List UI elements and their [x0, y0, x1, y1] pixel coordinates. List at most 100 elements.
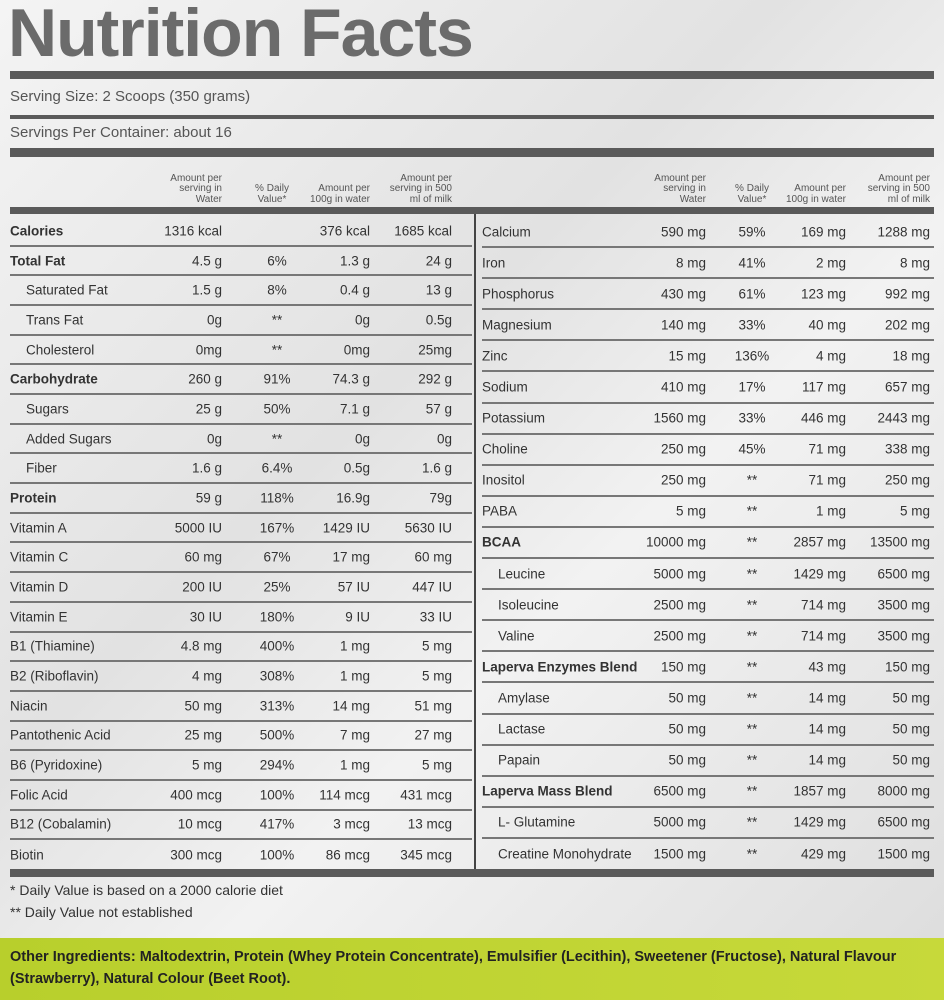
- amount-per-serving: 1.6 g: [191, 460, 222, 476]
- footnote-daily-value: * Daily Value is based on a 2000 calorie…: [10, 882, 283, 898]
- daily-value: 294%: [259, 757, 295, 773]
- daily-value: **: [271, 342, 283, 358]
- table-row: Choline 250 mg 45% 71 mg 338 mg: [482, 435, 934, 466]
- amount-per-serving: 1560 mg: [653, 410, 706, 426]
- daily-value: **: [746, 690, 758, 706]
- amount-in-milk: 13 g: [425, 282, 452, 298]
- amount-per-100g: 0.5g: [343, 460, 370, 476]
- daily-value: 500%: [259, 727, 295, 743]
- amount-in-milk: 5 mg: [421, 757, 452, 773]
- column-header-cell: Amount per 100g in water: [780, 161, 846, 205]
- table-row: Folic Acid 400 mcg 100% 114 mcg 431 mcg: [10, 781, 472, 811]
- amount-in-milk: 0g: [436, 431, 452, 447]
- table-row: Calories 1316 kcal 376 kcal 1685 kcal: [10, 217, 472, 247]
- amount-in-milk: 13 mcg: [407, 816, 452, 832]
- amount-per-serving: 150 mg: [660, 659, 706, 675]
- table-row: Magnesium 140 mg 33% 40 mg 202 mg: [482, 310, 934, 342]
- daily-value: 33%: [738, 410, 766, 426]
- daily-value: **: [746, 783, 758, 799]
- nutrient-label: Vitamin C: [10, 549, 69, 565]
- daily-value: **: [746, 659, 758, 675]
- amount-per-serving: 10 mcg: [177, 816, 222, 832]
- column-header-cell: Amount per 100g in water: [302, 161, 370, 205]
- daily-value: 417%: [259, 816, 295, 832]
- daily-value: 167%: [259, 520, 295, 536]
- amount-per-100g: 7.1 g: [339, 401, 370, 417]
- nutrient-label: Valine: [498, 628, 535, 644]
- table-row: B1 (Thiamine) 4.8 mg 400% 1 mg 5 mg: [10, 633, 472, 663]
- nutrient-label: Zinc: [482, 348, 508, 364]
- amount-per-100g: 0g: [354, 431, 370, 447]
- amount-in-milk: 1288 mg: [877, 224, 930, 240]
- amount-in-milk: 2443 mg: [877, 410, 930, 426]
- amount-per-100g: 16.9g: [336, 490, 370, 506]
- daily-value: 6.4%: [261, 460, 293, 476]
- amount-in-milk: 33 IU: [419, 609, 452, 625]
- daily-value: 59%: [738, 224, 766, 240]
- daily-value: **: [746, 597, 758, 613]
- table-row: Iron 8 mg 41% 2 mg 8 mg: [482, 248, 934, 280]
- table-row: Total Fat 4.5 g 6% 1.3 g 24 g: [10, 247, 472, 277]
- amount-per-serving: 4 mg: [191, 668, 222, 684]
- amount-per-serving: 410 mg: [660, 379, 706, 395]
- amount-per-100g: 3 mcg: [333, 816, 370, 832]
- amount-in-milk: 447 IU: [412, 579, 452, 595]
- table-row: B12 (Cobalamin) 10 mcg 417% 3 mcg 13 mcg: [10, 811, 472, 841]
- daily-value: 61%: [738, 286, 766, 302]
- amount-per-serving: 260 g: [188, 371, 222, 387]
- nutrient-label: B2 (Riboflavin): [10, 668, 99, 684]
- table-row: Valine 2500 mg ** 714 mg 3500 mg: [482, 621, 934, 653]
- amount-per-serving: 60 mg: [184, 549, 222, 565]
- amount-in-milk: 5 mg: [421, 668, 452, 684]
- daily-value: 180%: [259, 609, 295, 625]
- daily-value: **: [271, 431, 283, 447]
- amount-per-serving: 140 mg: [660, 317, 706, 333]
- table-row: Isoleucine 2500 mg ** 714 mg 3500 mg: [482, 590, 934, 622]
- amount-in-milk: 5630 IU: [404, 520, 452, 536]
- daily-value: **: [746, 566, 758, 582]
- amount-per-100g: 1 mg: [339, 668, 370, 684]
- amount-per-serving: 50 mg: [668, 752, 706, 768]
- amount-per-100g: 2857 mg: [793, 534, 846, 550]
- daily-value: 45%: [738, 441, 766, 457]
- table-row: Sodium 410 mg 17% 117 mg 657 mg: [482, 372, 934, 404]
- nutrition-table-right: Calcium 590 mg 59% 169 mg 1288 mg Iron 8 mg 41%…: [482, 217, 934, 870]
- daily-value: 91%: [263, 371, 291, 387]
- amount-per-100g: 714 mg: [800, 597, 846, 613]
- table-row: Vitamin A 5000 IU 167% 1429 IU 5630 IU: [10, 514, 472, 544]
- table-row: Laperva Mass Blend 6500 mg ** 1857 mg 8000 m…: [482, 777, 934, 808]
- table-row: B6 (Pyridoxine) 5 mg 294% 1 mg 5 mg: [10, 751, 472, 781]
- amount-per-100g: 9 IU: [345, 609, 370, 625]
- amount-per-serving: 50 mg: [184, 698, 222, 714]
- table-row: Niacin 50 mg 313% 14 mg 51 mg: [10, 692, 472, 722]
- amount-per-100g: 14 mg: [332, 698, 370, 714]
- amount-in-milk: 3500 mg: [877, 597, 930, 613]
- table-row: Vitamin C 60 mg 67% 17 mg 60 mg: [10, 544, 472, 574]
- amount-per-100g: 1 mg: [815, 503, 846, 519]
- nutrient-label: Vitamin E: [10, 609, 68, 625]
- amount-per-100g: 0g: [354, 312, 370, 328]
- amount-per-100g: 1429 IU: [322, 520, 370, 536]
- table-row: Biotin 300 mcg 100% 86 mcg 345 mcg: [10, 840, 472, 870]
- amount-per-100g: 376 kcal: [319, 223, 370, 239]
- table-row: Creatine Monohydrate 1500 mg ** 429 mg 1500 …: [482, 839, 934, 870]
- amount-per-serving: 5000 mg: [653, 814, 706, 830]
- page-title: Nutrition Facts: [8, 0, 474, 71]
- table-row: Laperva Enzymes Blend 150 mg ** 43 mg 150 mg: [482, 652, 934, 684]
- column-header: Amount per serving in Water: [654, 172, 706, 205]
- amount-in-milk: 57 g: [425, 401, 452, 417]
- nutrient-label: Creatine Monohydrate: [498, 846, 632, 862]
- table-row: Potassium 1560 mg 33% 446 mg 2443 mg: [482, 404, 934, 435]
- divider: [10, 148, 934, 157]
- daily-value: **: [746, 628, 758, 644]
- amount-in-milk: 60 mg: [414, 549, 452, 565]
- amount-per-100g: 4 mg: [815, 348, 846, 364]
- amount-in-milk: 431 mcg: [400, 787, 452, 803]
- amount-in-milk: 25mg: [418, 342, 452, 358]
- amount-per-100g: 17 mg: [332, 549, 370, 565]
- amount-in-milk: 992 mg: [884, 286, 930, 302]
- table-row: Calcium 590 mg 59% 169 mg 1288 mg: [482, 217, 934, 249]
- table-row: Leucine 5000 mg ** 1429 mg 6500 mg: [482, 559, 934, 591]
- amount-in-milk: 18 mg: [892, 348, 930, 364]
- amount-per-serving: 0g: [206, 431, 222, 447]
